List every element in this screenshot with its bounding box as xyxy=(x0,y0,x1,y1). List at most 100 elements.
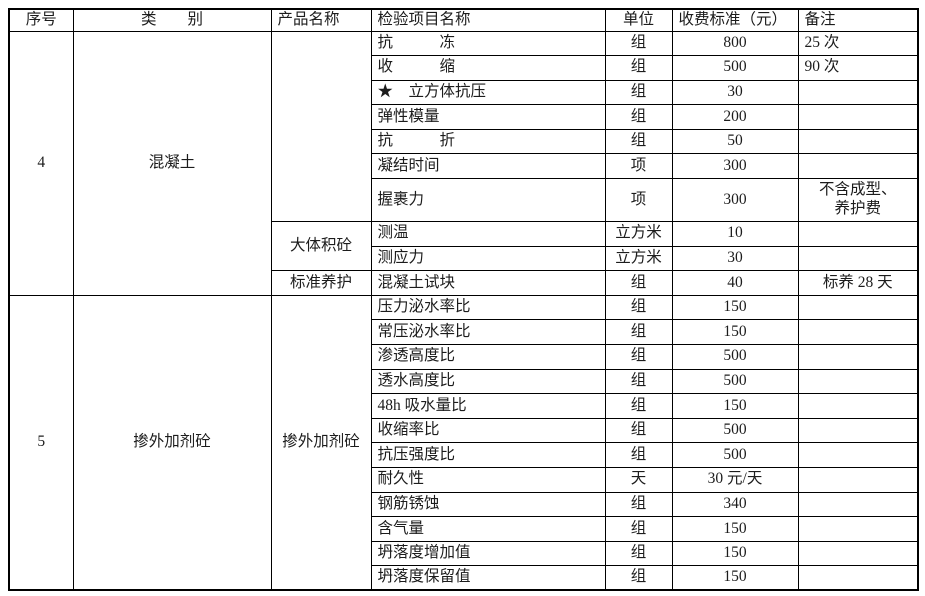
table-row: 耐久性天 30 元/天 xyxy=(9,467,919,493)
unit-cell: 立方米 xyxy=(604,245,673,272)
column-header-remark: 备注 xyxy=(797,8,919,32)
remark-cell: 不含成型、 养护费 xyxy=(797,178,919,223)
inspection-item-cell: 耐久性 xyxy=(370,467,606,493)
column-header-item: 检验项目名称 xyxy=(370,8,606,32)
inspection-item-cell: 抗 折 xyxy=(370,128,606,155)
inspection-item-cell: 混凝土试块 xyxy=(370,270,606,296)
inspection-item-cell: 常压泌水率比 xyxy=(370,319,606,346)
unit-cell: 项 xyxy=(604,178,673,223)
inspection-item-cell: 压力泌水率比 xyxy=(370,294,606,321)
remark-cell xyxy=(797,294,919,321)
fee-cell: 800 xyxy=(671,30,799,57)
table-row: 测应力 立方米 30 xyxy=(9,245,919,272)
inspection-item-cell: 收 缩 xyxy=(370,55,606,81)
inspection-item-cell: 48h 吸水量比 xyxy=(370,393,606,419)
unit-cell: 组 xyxy=(604,128,673,155)
table-row: 常压泌水率比组 150 xyxy=(9,319,919,346)
fee-cell: 40 xyxy=(671,270,799,296)
inspection-item-cell: 坍落度保留值 xyxy=(370,565,606,591)
column-header-serial: 序号 xyxy=(8,8,74,32)
remark-cell xyxy=(797,565,919,591)
table-row: 透水高度比组 500 xyxy=(9,368,919,395)
inspection-item-cell: 含气量 xyxy=(370,516,606,542)
remark-cell xyxy=(797,467,919,493)
inspection-item-cell: ★ 立方体抗压 xyxy=(370,79,606,106)
fee-cell: 300 xyxy=(671,178,799,223)
column-header-product: 产品名称 xyxy=(270,8,372,32)
fee-table-body: 4 混凝土抗 冻组 800 25 次收 缩组 500 90 次 ★ 立方体抗压组 30 弹性模量… xyxy=(8,30,919,591)
product-name-cell: 标准养护 xyxy=(270,270,372,296)
remark-cell: 标养 28 天 xyxy=(797,270,919,296)
table-row: 5 掺外加剂砼 掺外加剂砼 压力泌水率比组 150 xyxy=(8,294,919,591)
inspection-item-cell: 抗 冻 xyxy=(370,30,606,57)
remark-cell xyxy=(797,319,919,346)
unit-cell: 组 xyxy=(604,294,673,321)
inspection-item-cell: 抗压强度比 xyxy=(370,442,606,468)
serial-cell: 4 xyxy=(8,30,74,296)
unit-cell: 立方米 xyxy=(604,221,673,247)
unit-cell: 组 xyxy=(604,516,673,542)
unit-cell: 组 xyxy=(604,55,673,81)
fee-cell: 50 xyxy=(671,128,799,155)
unit-cell: 组 xyxy=(604,540,673,567)
table-row: 大体积砼 测温 立方米 10 xyxy=(9,221,919,272)
inspection-item-cell: 钢筋锈蚀 xyxy=(370,491,606,518)
table-row: 渗透高度比组 500 xyxy=(9,344,919,370)
remark-cell xyxy=(797,245,919,272)
unit-cell: 项 xyxy=(604,153,673,180)
category-cell: 掺外加剂砼 xyxy=(72,294,272,591)
column-header-fee: 收费标准（元） xyxy=(671,8,799,32)
table-row: 钢筋锈蚀组 340 xyxy=(9,491,919,518)
table-row: 标准养护 混凝土试块组 40 标养 28 天 xyxy=(9,270,919,296)
inspection-item-cell: 测应力 xyxy=(370,245,606,272)
unit-cell: 组 xyxy=(604,368,673,395)
remark-cell xyxy=(797,540,919,567)
fee-cell: 500 xyxy=(671,55,799,81)
unit-cell: 组 xyxy=(604,565,673,591)
inspection-item-cell: 渗透高度比 xyxy=(370,344,606,370)
column-header-category: 类 别 xyxy=(72,8,272,32)
fee-cell: 500 xyxy=(671,417,799,444)
column-header-unit: 单位 xyxy=(604,8,673,32)
table-row: 抗压强度比组 500 xyxy=(9,442,919,468)
unit-cell: 组 xyxy=(604,393,673,419)
header-row: 序号类 别产品名称 检验项目名称 单位 收费标准（元） 备注 xyxy=(8,8,919,32)
unit-cell: 天 xyxy=(604,467,673,493)
remark-cell xyxy=(797,104,919,130)
product-name-cell: 大体积砼 xyxy=(270,221,372,272)
fee-cell: 150 xyxy=(671,565,799,591)
unit-cell: 组 xyxy=(604,270,673,296)
fee-cell: 10 xyxy=(671,221,799,247)
remark-cell xyxy=(797,344,919,370)
unit-cell: 组 xyxy=(604,319,673,346)
inspection-item-cell: 凝结时间 xyxy=(370,153,606,180)
unit-cell: 组 xyxy=(604,491,673,518)
inspection-item-cell: 收缩率比 xyxy=(370,417,606,444)
fee-cell: 500 xyxy=(671,368,799,395)
fee-cell: 150 xyxy=(671,319,799,346)
table-row: 坍落度保留值组 150 xyxy=(9,565,919,591)
remark-cell: 90 次 xyxy=(797,55,919,81)
remark-cell xyxy=(797,368,919,395)
unit-cell: 组 xyxy=(604,104,673,130)
fee-cell: 150 xyxy=(671,294,799,321)
fee-cell: 30 元/天 xyxy=(671,467,799,493)
table-row: 4 混凝土抗 冻组 800 25 次 xyxy=(8,30,919,296)
product-name-cell xyxy=(270,30,372,223)
serial-cell: 5 xyxy=(8,294,74,591)
fee-cell: 500 xyxy=(671,344,799,370)
remark-cell xyxy=(797,153,919,180)
remark-cell xyxy=(797,491,919,518)
remark-cell xyxy=(797,393,919,419)
table-row: ★ 立方体抗压组 30 xyxy=(9,79,919,106)
fee-cell: 30 xyxy=(671,245,799,272)
table-row: 48h 吸水量比组 150 xyxy=(9,393,919,419)
unit-cell: 组 xyxy=(604,30,673,57)
table-row: 收缩率比组 500 xyxy=(9,417,919,444)
inspection-fee-table: 序号类 别产品名称 检验项目名称 单位 收费标准（元） 备注 4 混凝土抗 冻组 800 25… xyxy=(8,8,919,592)
remark-cell xyxy=(797,417,919,444)
fee-cell: 340 xyxy=(671,491,799,518)
fee-cell: 200 xyxy=(671,104,799,130)
remark-cell xyxy=(797,221,919,247)
